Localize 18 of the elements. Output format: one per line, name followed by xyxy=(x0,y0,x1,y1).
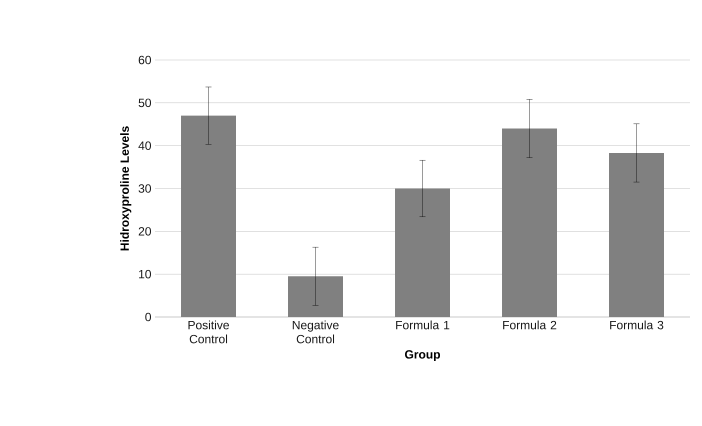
x-tick-label: Formula 2 xyxy=(503,320,556,330)
y-tick-label: 40 xyxy=(138,141,152,150)
y-tick-label: 50 xyxy=(138,98,152,108)
y-tick-label: 0 xyxy=(145,312,152,322)
y-axis-title: Hidroxyproline Levels xyxy=(120,126,132,250)
bar xyxy=(502,128,558,317)
x-tick-label: Negative Control xyxy=(292,320,339,344)
x-axis-title: Group xyxy=(405,350,440,362)
bar xyxy=(395,188,450,317)
x-tick-label: Formula 1 xyxy=(396,320,450,330)
x-tick-label: Formula 3 xyxy=(610,320,664,330)
y-tick-label: 20 xyxy=(138,227,152,236)
y-tick-label: 30 xyxy=(138,184,152,193)
y-tick-label: 10 xyxy=(139,270,152,278)
x-tick-label: Positive Control xyxy=(188,320,229,344)
bar xyxy=(181,116,236,317)
bar xyxy=(609,152,664,317)
y-tick-label: 60 xyxy=(138,56,152,64)
